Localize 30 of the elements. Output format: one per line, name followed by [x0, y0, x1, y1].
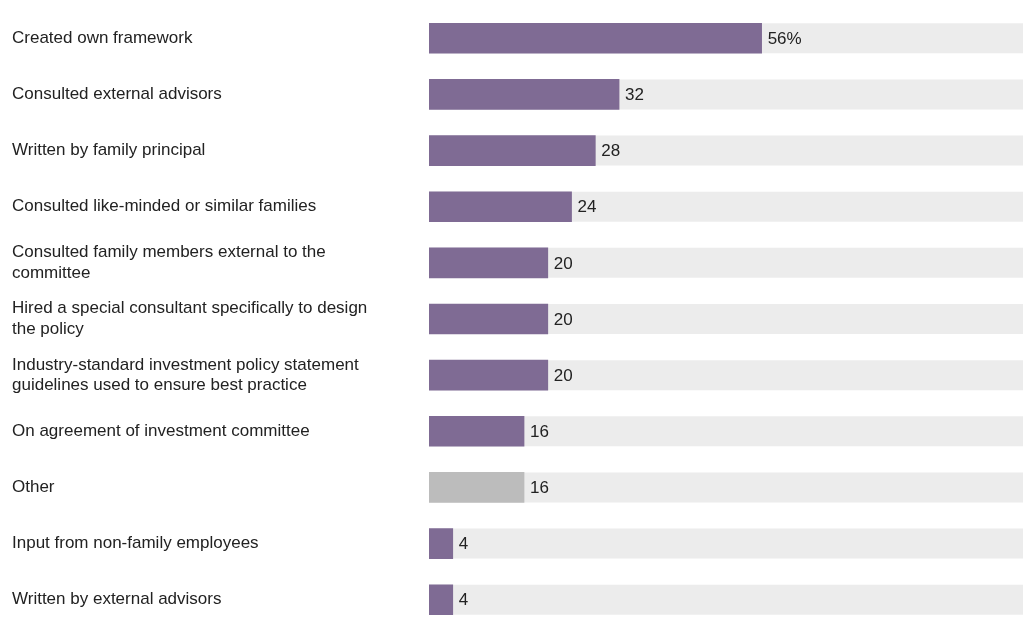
data-label: 28: [601, 141, 621, 161]
data-label: 4: [458, 590, 469, 610]
bar: [429, 528, 454, 559]
y-tick-label: Consulted family members external to the committee: [12, 242, 326, 282]
y-tick-label: Industry-standard investment policy statement guidelines used to ensure best practice: [12, 354, 360, 395]
bar: [429, 415, 525, 447]
y-tick-label: Consulted external advisors: [12, 84, 222, 104]
data-label: 16: [530, 478, 549, 498]
data-label: 24: [577, 197, 597, 217]
bar: [429, 359, 549, 391]
bar: [429, 584, 454, 616]
data-label: 56%: [767, 28, 802, 48]
bar: [429, 472, 525, 503]
y-tick-label: Written by family principal: [12, 140, 206, 160]
data-label: 4: [458, 534, 469, 554]
y-tick-label: Written by external advisors: [12, 589, 222, 609]
y-tick-label: Hired a special consultant specifically to design the policy: [12, 298, 368, 338]
y-tick-label: Created own framework: [12, 27, 193, 47]
data-label: 16: [530, 421, 549, 441]
data-label: 20: [553, 253, 573, 273]
y-tick-label: On agreement of investment committee: [12, 420, 310, 440]
data-label: 20: [553, 365, 573, 385]
y-tick-label: Consulted like-minded or similar families: [12, 196, 317, 216]
bar: [429, 191, 572, 223]
data-label: 32: [625, 85, 644, 105]
bar: [429, 247, 549, 279]
data-label: 20: [553, 309, 573, 329]
y-tick-label: Other: [12, 477, 55, 497]
y-tick-label: Input from non-family employees: [12, 533, 259, 553]
bar: [429, 303, 549, 335]
